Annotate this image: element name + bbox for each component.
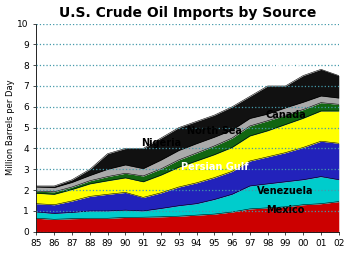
- Text: Canada: Canada: [265, 110, 306, 120]
- Text: Venezuela: Venezuela: [257, 186, 314, 196]
- Text: Mexico: Mexico: [266, 205, 304, 215]
- Y-axis label: Million Barrels per Day: Million Barrels per Day: [6, 80, 15, 176]
- Title: U.S. Crude Oil Imports by Source: U.S. Crude Oil Imports by Source: [59, 6, 316, 20]
- Text: Persian Gulf: Persian Gulf: [181, 162, 248, 172]
- Text: Nigeria: Nigeria: [141, 138, 181, 148]
- Text: North Sea: North Sea: [187, 126, 242, 136]
- Text: Other: Other: [270, 62, 301, 72]
